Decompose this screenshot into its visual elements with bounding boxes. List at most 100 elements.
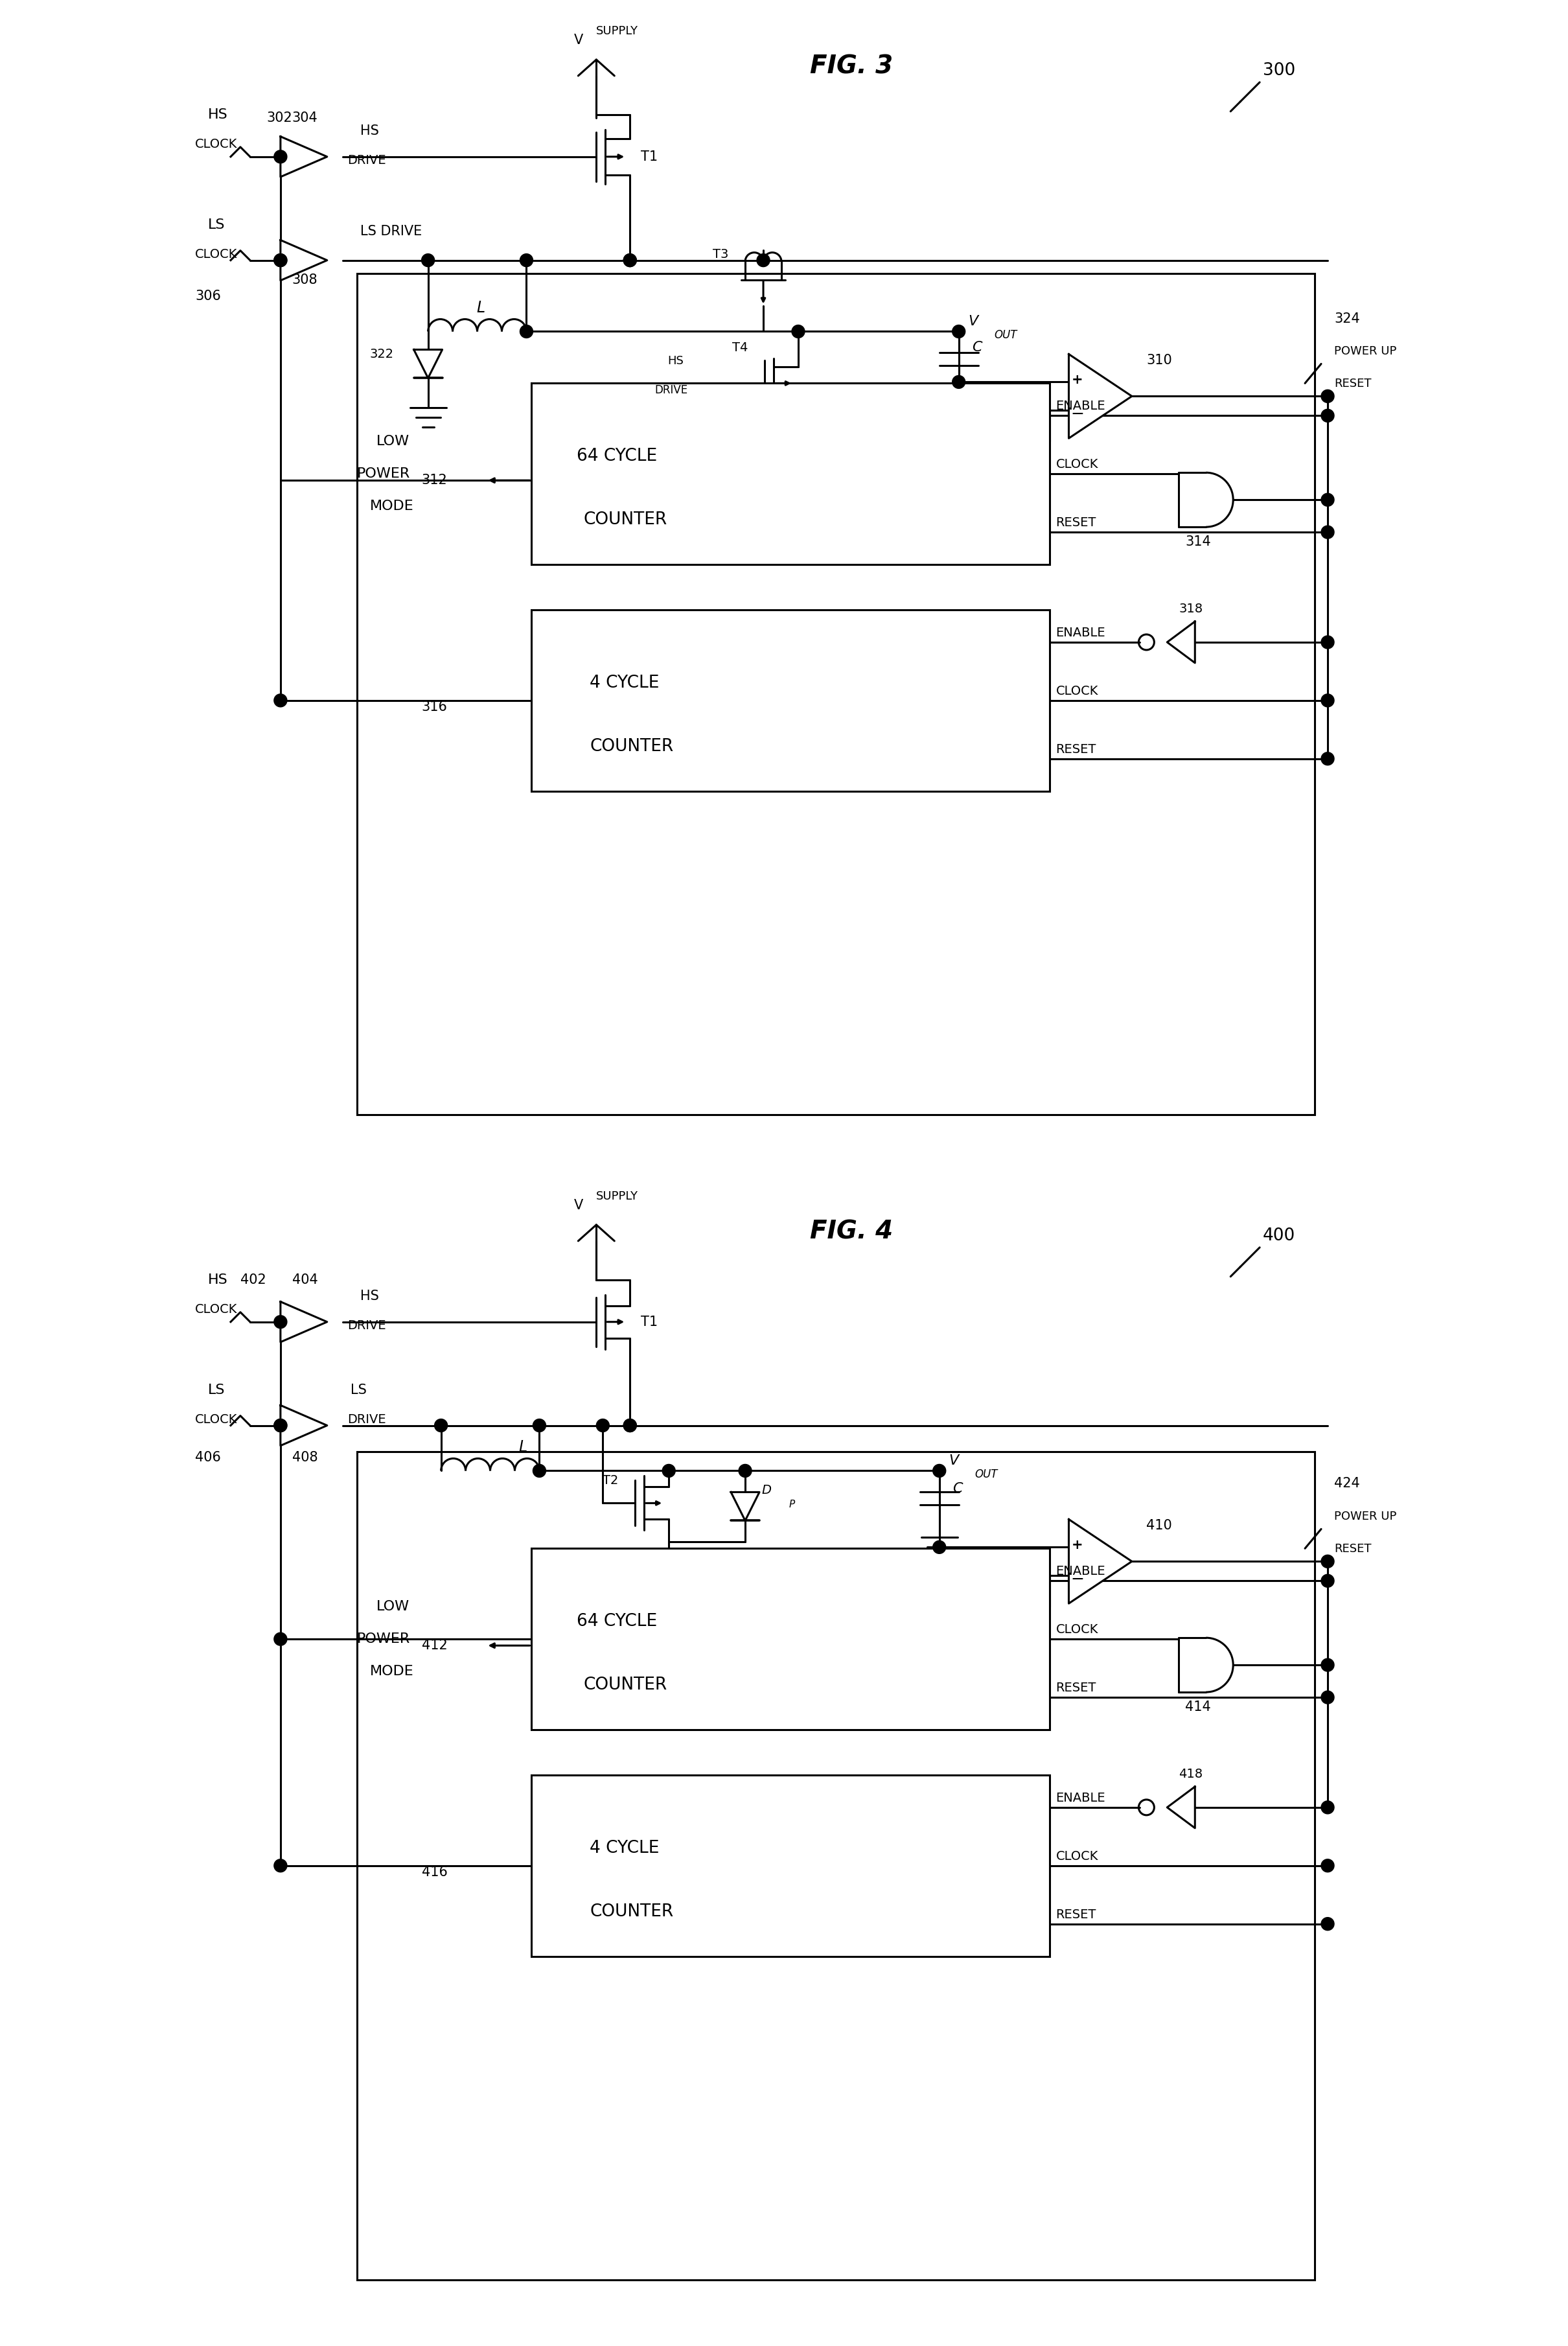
Text: 308: 308: [292, 272, 318, 286]
Bar: [358, 1452, 1314, 2280]
Text: MODE: MODE: [370, 1666, 414, 1677]
Text: OUT: OUT: [975, 1469, 997, 1480]
Text: RESET: RESET: [1055, 1682, 1096, 1694]
Text: C: C: [972, 340, 982, 354]
Text: SUPPLY: SUPPLY: [596, 1189, 638, 1201]
Text: T1: T1: [641, 1316, 659, 1328]
Polygon shape: [414, 350, 442, 378]
Text: CLOCK: CLOCK: [1055, 1851, 1098, 1863]
Polygon shape: [281, 1302, 328, 1342]
Text: 64 CYCLE: 64 CYCLE: [577, 1614, 657, 1630]
Circle shape: [274, 253, 287, 267]
Circle shape: [1322, 493, 1334, 507]
Text: CLOCK: CLOCK: [194, 249, 237, 260]
Text: HS: HS: [209, 1274, 227, 1286]
Circle shape: [1322, 1917, 1334, 1931]
Text: RESET: RESET: [1334, 378, 1372, 389]
Circle shape: [521, 253, 533, 267]
Text: +: +: [1071, 1539, 1083, 1551]
Circle shape: [274, 1419, 287, 1431]
Text: ENABLE: ENABLE: [1055, 401, 1105, 413]
Circle shape: [624, 1419, 637, 1431]
Bar: [532, 382, 1049, 565]
Text: DRIVE: DRIVE: [347, 1412, 386, 1426]
Text: T4: T4: [732, 343, 748, 354]
Text: LS DRIVE: LS DRIVE: [361, 225, 422, 237]
Text: HS: HS: [209, 108, 227, 122]
Text: RESET: RESET: [1334, 1544, 1372, 1555]
Text: 404: 404: [292, 1274, 318, 1286]
Circle shape: [1322, 408, 1334, 422]
Circle shape: [1322, 694, 1334, 706]
Text: POWER: POWER: [358, 1633, 411, 1645]
Text: 4 CYCLE: 4 CYCLE: [590, 1839, 660, 1856]
Text: V: V: [949, 1455, 960, 1469]
Circle shape: [274, 1633, 287, 1645]
Circle shape: [933, 1464, 946, 1478]
Text: HS: HS: [668, 354, 684, 366]
Text: DRIVE: DRIVE: [654, 385, 688, 396]
Bar: [532, 1548, 1049, 1729]
Text: RESET: RESET: [1055, 516, 1096, 528]
Text: −: −: [1071, 1572, 1083, 1588]
Text: CLOCK: CLOCK: [194, 138, 237, 150]
Text: CLOCK: CLOCK: [194, 1302, 237, 1316]
Text: 4 CYCLE: 4 CYCLE: [590, 676, 660, 692]
Polygon shape: [281, 239, 328, 282]
Bar: [532, 1776, 1049, 1957]
Circle shape: [521, 326, 533, 338]
Text: V: V: [969, 314, 978, 328]
Circle shape: [274, 1858, 287, 1872]
Text: L: L: [477, 300, 485, 314]
Circle shape: [274, 253, 287, 267]
Polygon shape: [731, 1492, 759, 1520]
Text: L: L: [519, 1438, 527, 1455]
Polygon shape: [1069, 1520, 1132, 1602]
Circle shape: [274, 1419, 287, 1431]
Text: COUNTER: COUNTER: [583, 1677, 666, 1694]
Polygon shape: [1167, 1788, 1195, 1828]
Text: 302: 302: [267, 110, 292, 124]
Text: +: +: [1071, 373, 1083, 387]
Circle shape: [952, 326, 966, 338]
Text: 306: 306: [194, 289, 221, 303]
Circle shape: [757, 253, 770, 267]
Text: MODE: MODE: [370, 500, 414, 514]
Text: 312: 312: [422, 474, 447, 488]
Polygon shape: [1069, 354, 1132, 439]
Text: ENABLE: ENABLE: [1055, 1792, 1105, 1804]
Circle shape: [624, 253, 637, 267]
Text: COUNTER: COUNTER: [583, 511, 666, 528]
Text: CLOCK: CLOCK: [1055, 457, 1098, 472]
Text: ENABLE: ENABLE: [1055, 626, 1105, 638]
Text: ENABLE: ENABLE: [1055, 1565, 1105, 1577]
Text: C: C: [952, 1483, 963, 1494]
Text: RESET: RESET: [1055, 1907, 1096, 1921]
Polygon shape: [281, 136, 328, 176]
Text: LOW: LOW: [376, 1600, 409, 1614]
Circle shape: [1322, 1555, 1334, 1567]
Text: 410: 410: [1146, 1520, 1173, 1532]
Circle shape: [1322, 1574, 1334, 1588]
Text: T2: T2: [602, 1476, 619, 1487]
Text: T1: T1: [641, 150, 659, 164]
Text: LOW: LOW: [376, 434, 409, 448]
Circle shape: [933, 1541, 946, 1553]
Circle shape: [1322, 636, 1334, 647]
Circle shape: [624, 1419, 637, 1431]
Text: HS: HS: [361, 1290, 379, 1302]
Text: −: −: [1071, 406, 1083, 422]
Text: LS: LS: [350, 1384, 367, 1396]
Text: CLOCK: CLOCK: [194, 1412, 237, 1426]
Text: 322: 322: [370, 347, 394, 361]
Text: OUT: OUT: [994, 328, 1018, 340]
Polygon shape: [281, 1405, 328, 1445]
Text: V: V: [574, 1199, 583, 1213]
Text: HS: HS: [361, 124, 379, 138]
Polygon shape: [1167, 622, 1195, 664]
Text: P: P: [789, 1499, 795, 1508]
Circle shape: [662, 1464, 676, 1478]
Circle shape: [274, 150, 287, 164]
Circle shape: [1322, 1691, 1334, 1703]
Text: 300: 300: [1262, 63, 1295, 80]
